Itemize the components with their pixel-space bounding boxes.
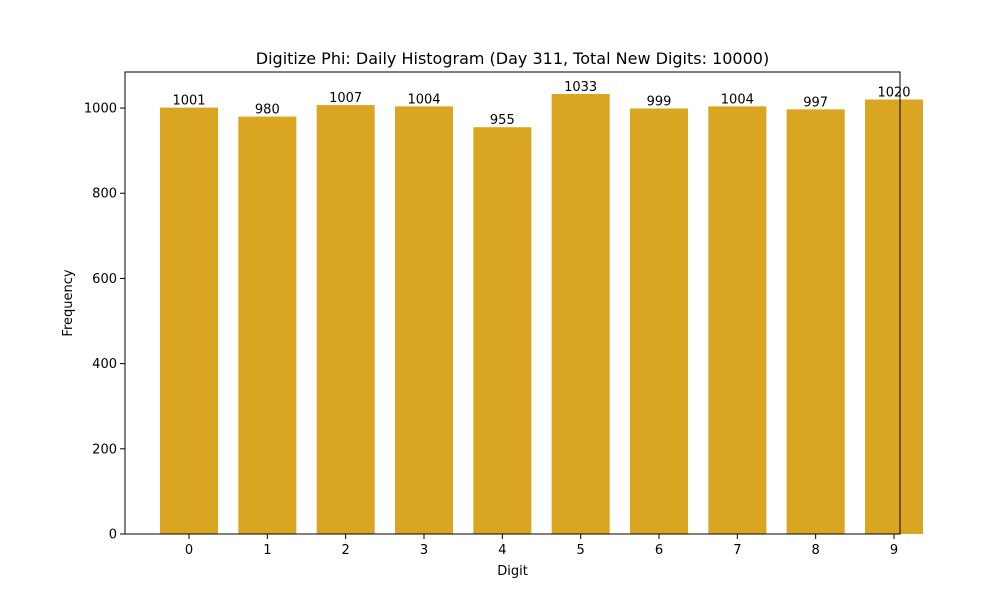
x-tick-label-8: 8 [812,543,820,558]
x-tick-label-0: 0 [185,543,193,558]
bar-digit-4 [473,127,532,534]
bar-digit-9 [865,99,923,535]
x-tick-label-7: 7 [733,543,741,558]
y-tick-label-200: 200 [92,442,117,457]
y-tick-label-1000: 1000 [84,102,117,117]
bar-digit-6 [630,108,688,535]
bar-digit-8 [786,109,845,534]
y-tick-label-600: 600 [92,272,117,287]
bar-digit-5 [551,94,610,534]
data-label-digit-8: 997 [803,95,828,110]
data-label-digit-3: 1004 [407,92,440,107]
bars-group [160,94,923,535]
data-label-digit-9: 1020 [877,86,910,101]
data-label-digit-2: 1007 [329,91,362,106]
x-axis-label: Digit [497,564,528,579]
x-tick-label-3: 3 [420,543,428,558]
data-label-digit-0: 1001 [172,94,205,109]
chart-title: Digitize Phi: Daily Histogram (Day 311, … [256,49,769,68]
bar-digit-3 [395,106,453,535]
x-tick-label-6: 6 [655,543,663,558]
bar-digit-0 [160,107,218,535]
data-label-digit-7: 1004 [721,92,754,107]
x-axis: 0 1 2 3 4 5 6 7 8 9 [185,534,898,558]
y-tick-label-0: 0 [109,528,117,543]
x-tick-label-1: 1 [263,543,271,558]
y-axis: 0 200 400 600 800 1000 [84,102,125,543]
y-tick-label-400: 400 [92,357,117,372]
data-label-digit-5: 1033 [564,80,597,95]
data-label-digit-6: 999 [647,94,672,109]
x-tick-label-5: 5 [577,543,585,558]
x-tick-label-9: 9 [890,543,898,558]
bar-digit-1 [238,116,297,535]
bar-digit-2 [316,105,375,535]
y-axis-label: Frequency [61,269,76,336]
x-tick-label-2: 2 [342,543,350,558]
x-tick-label-4: 4 [498,543,506,558]
y-tick-label-800: 800 [92,187,117,202]
plot-frame [124,71,901,535]
data-label-digit-1: 980 [255,103,280,118]
bar-digit-7 [708,106,767,535]
data-label-digit-4: 955 [490,113,515,128]
data-labels-group: 1001 980 1007 1004 955 1033 999 1004 997 1020 [172,80,910,128]
